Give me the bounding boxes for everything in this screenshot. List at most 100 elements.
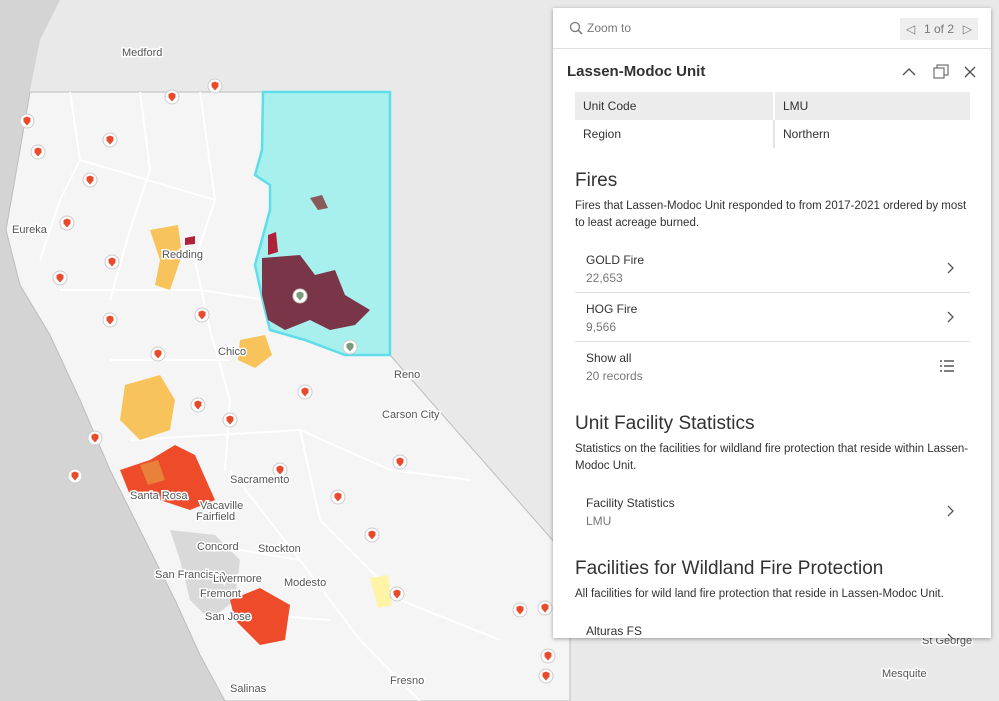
facility-icon-shield <box>154 349 162 359</box>
list-item[interactable]: HOG Fire 9,566 <box>575 293 970 342</box>
section-heading: Fires <box>575 170 618 191</box>
item-subtitle: 22,653 <box>586 271 623 285</box>
item-subtitle: LMU <box>586 514 612 528</box>
pager-text: 1 of 2 <box>923 22 955 36</box>
place-label: Santa Rosa <box>130 490 188 502</box>
attribute-table: Unit Code LMU Region Northern <box>575 92 970 148</box>
place-label: Livermore <box>213 573 262 585</box>
facility-icon-shield <box>106 135 114 145</box>
section-description: Fires that Lassen-Modoc Unit responded t… <box>575 200 967 229</box>
search-icon <box>569 21 583 35</box>
item-title: Alturas FS <box>586 624 643 638</box>
place-label: San Jose <box>205 611 251 623</box>
facility-icon-shield <box>63 218 71 228</box>
table-cell: Northern <box>783 127 830 141</box>
section-description: Statistics on the facilities for wildlan… <box>575 443 969 472</box>
facility-icon-shield <box>296 291 304 301</box>
pager: ◁ 1 of 2 ▷ <box>900 18 978 40</box>
facility-icon-shield <box>334 492 342 502</box>
facility-icon-shield <box>368 530 376 540</box>
place-label: Stockton <box>258 543 301 555</box>
zoom-to[interactable]: Zoom to <box>587 21 632 35</box>
county-lines <box>39 91 501 701</box>
list-item[interactable]: Show all 20 records <box>575 342 970 391</box>
list-icon <box>940 360 954 372</box>
chevron <box>947 311 954 323</box>
place-label: Mesquite <box>882 668 927 680</box>
item-chevron <box>947 633 953 638</box>
facility-icon-shield <box>168 92 176 102</box>
place-label: Salinas <box>230 683 267 695</box>
place-label: Medford <box>122 47 162 59</box>
place-label: Modesto <box>284 577 326 589</box>
section-description: All facilities for wild land fire protec… <box>575 588 944 600</box>
table-cell: Unit Code <box>575 92 775 120</box>
facility-icon-shield <box>56 273 64 283</box>
section: Fires Fires that Lassen-Modoc Unit respon… <box>575 170 970 391</box>
place-label: Carson City <box>382 409 440 421</box>
item-subtitle: 9,566 <box>586 320 617 334</box>
item-title: HOG Fire <box>586 302 638 316</box>
item-chevron <box>947 262 954 274</box>
california <box>5 91 571 701</box>
fire-areas <box>120 195 392 645</box>
place-label: Concord <box>197 541 239 553</box>
item-title: Show all <box>586 351 632 365</box>
list-item[interactable]: GOLD Fire 22,653 <box>575 244 970 293</box>
collapse[interactable] <box>902 68 916 76</box>
divider <box>553 48 991 49</box>
section-heading: Unit Facility Statistics <box>575 413 755 434</box>
item-chevron <box>940 360 954 372</box>
facility-icon-shield <box>542 671 550 681</box>
urban-area <box>170 530 240 620</box>
facility-icon-shield <box>393 589 401 599</box>
list-item[interactable]: Alturas FSAlturas FS <box>575 615 970 638</box>
facility-icon-shield <box>544 651 552 661</box>
facility-icon-shield <box>301 387 309 397</box>
chevron <box>947 505 954 517</box>
facility-icon-shield <box>396 457 404 467</box>
item-chevron <box>947 505 954 517</box>
popup-panel: Zoom to ◁ 1 of 2 ▷ Lassen-Modoc Unit Unit … <box>553 8 991 638</box>
place-label: Vacaville <box>200 500 243 512</box>
item-subtitle: 20 records <box>586 369 643 383</box>
popup-title: Lassen-Modoc Unit <box>567 63 706 80</box>
prev[interactable]: ◁ <box>906 22 916 36</box>
panel-actions <box>902 64 976 79</box>
facility-icon-shield <box>106 315 114 325</box>
place-label: Fairfield <box>196 511 235 523</box>
item-chevron <box>947 311 954 323</box>
section: Facilities for Wildland Fire Protection A… <box>575 558 970 638</box>
facility-icon-shield <box>346 342 354 352</box>
facility-icon-shield <box>23 116 31 126</box>
dock[interactable] <box>933 64 949 79</box>
table-cell: LMU <box>774 92 970 120</box>
place-label: Chico <box>218 346 246 358</box>
ocean <box>0 0 225 701</box>
popup-content: Unit Code LMU Region Northern Fires Fires th… <box>575 92 970 638</box>
place-label: Sacramento <box>230 474 289 486</box>
close[interactable] <box>964 66 976 78</box>
facility-icon-shield <box>226 415 234 425</box>
next[interactable]: ▷ <box>962 22 972 36</box>
facility-icon-shield <box>86 175 94 185</box>
place-label: San Francisco <box>155 569 225 581</box>
place-label: Fremont <box>200 588 241 600</box>
facility-icon-shield <box>276 465 284 475</box>
facility-icon-shield <box>516 605 524 615</box>
facility-icon-shield <box>541 603 549 613</box>
place-label: Reno <box>394 369 420 381</box>
list-item[interactable]: Facility Statistics LMU <box>575 487 970 536</box>
place-label: Fresno <box>390 675 424 687</box>
facility-icons <box>19 78 556 684</box>
facility-icon-shield <box>91 433 99 443</box>
place-label: Redding <box>162 249 203 261</box>
chevron <box>947 262 954 274</box>
facility-icon-shield <box>194 400 202 410</box>
facility-icon-shield <box>34 147 42 157</box>
facility-icon-shield <box>211 81 219 91</box>
facility-icon-shield <box>198 310 206 320</box>
facility-icon-shield <box>71 471 79 481</box>
item-title: GOLD Fire <box>586 253 645 267</box>
